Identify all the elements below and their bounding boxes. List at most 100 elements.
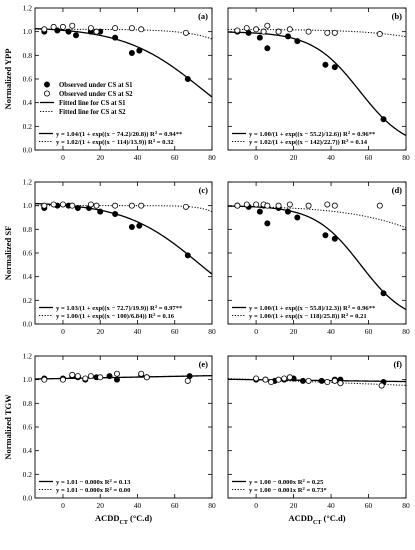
point-s2 — [378, 382, 385, 389]
equation-text: y = 1.02/(1 + exp((x − 114)/13.9)) R2 = … — [56, 138, 174, 147]
point-s2 — [331, 377, 338, 384]
point-s2 — [82, 375, 89, 382]
y-axis-title: Normalized SF — [3, 226, 13, 281]
point-s2 — [69, 371, 76, 378]
point-s2 — [97, 374, 104, 381]
y-tick-label: 0.8 — [23, 51, 33, 60]
point-s1 — [256, 208, 263, 215]
point-s2 — [41, 26, 48, 33]
equation-text: y = 1.00/(1 + exp((x − 55.8)/12.3)) R2 =… — [249, 304, 376, 313]
point-s2 — [93, 202, 100, 209]
point-s1 — [184, 252, 191, 259]
x-axis-title: ACDDCT (°C.d) — [95, 513, 152, 526]
point-s2 — [182, 29, 189, 36]
point-s2 — [337, 380, 344, 387]
x-tick-label: 80 — [402, 501, 410, 510]
point-s1 — [65, 28, 72, 35]
x-tick-label: 0 — [254, 501, 258, 510]
fit-line-s1 — [228, 31, 406, 137]
panel-a: 0.0 0.2 0.4 0.6 0.8 1.0 1.2 0 20 40 60 80 (a) Observe… — [23, 4, 216, 163]
point-s2 — [138, 370, 145, 377]
equation-text: y = 1.03/(1 + exp((x − 72.7)/19.9)) R2 =… — [56, 304, 183, 313]
point-s1 — [184, 76, 191, 83]
point-s2 — [305, 202, 312, 209]
point-s2 — [275, 376, 282, 383]
point-s2 — [260, 28, 267, 35]
equation-text: y = 1.01 − 0.000x R2 = 0.13 — [56, 478, 131, 487]
x-tick-label: 20 — [290, 501, 298, 510]
point-s2 — [281, 375, 288, 382]
point-s2 — [376, 31, 383, 38]
legend-label: Observed under CS at S2 — [59, 91, 133, 98]
x-tick-label: 80 — [208, 153, 216, 162]
point-s2 — [275, 202, 282, 209]
point-s1 — [112, 34, 119, 41]
legend-marker-s1 — [44, 81, 51, 88]
point-s1 — [74, 205, 81, 212]
point-s2 — [305, 28, 312, 35]
point-s1 — [331, 64, 338, 71]
point-s1 — [294, 38, 301, 45]
panel-c: 0.0 0.2 0.4 0.6 0.8 1.0 1.2 0 20 40 60 80 (c) y = 1.0… — [23, 178, 216, 337]
point-s2 — [184, 377, 191, 384]
x-axis-title: ACDDCT (°C.d) — [288, 513, 345, 526]
x-tick-label: 40 — [134, 327, 142, 336]
panel-d: 0 20 40 60 80 (d) y = 1.00/(1 + exp((x − 55.8)… — [227, 181, 410, 336]
point-s2 — [41, 202, 48, 209]
x-tick-label: 0 — [61, 153, 65, 162]
x-tick-label: 0 — [61, 501, 65, 510]
point-s2 — [264, 202, 271, 209]
point-s1 — [136, 47, 143, 54]
y-tick-label: 1.2 — [23, 4, 33, 13]
point-s2 — [69, 22, 76, 29]
point-s1 — [299, 377, 306, 384]
point-s2 — [59, 23, 66, 30]
x-tick-label: 20 — [96, 327, 104, 336]
x-tick-label: 60 — [171, 153, 179, 162]
fit-line-s1 — [228, 205, 406, 311]
point-s2 — [59, 201, 66, 208]
point-s2 — [128, 202, 135, 209]
x-tick-label: 80 — [402, 153, 410, 162]
equation-text: y = 1.02/(1 + exp((x − 142)/22.7)) R2 = … — [249, 138, 368, 147]
y-tick-label: 0.0 — [23, 146, 33, 155]
y-tick-label: 0.4 — [23, 98, 33, 107]
panel-label: (c) — [199, 185, 209, 195]
x-tick-label: 20 — [290, 327, 298, 336]
point-s2 — [50, 201, 57, 208]
point-s1 — [318, 377, 325, 384]
point-s1 — [264, 45, 271, 52]
x-tick-label: 20 — [96, 501, 104, 510]
x-tick-label: 60 — [365, 501, 373, 510]
point-s1 — [72, 32, 79, 39]
fit-line-s1 — [35, 202, 212, 275]
point-s2 — [305, 377, 312, 384]
point-s2 — [262, 376, 269, 383]
equation-text: y = 1.00/(1 + exp((x − 55.2)/12.6)) R2 =… — [249, 130, 376, 139]
point-s2 — [93, 28, 100, 35]
point-s2 — [264, 22, 271, 29]
point-s1 — [106, 373, 113, 380]
point-s2 — [286, 201, 293, 208]
point-s2 — [243, 201, 250, 208]
x-tick-label: 0 — [61, 327, 65, 336]
equation-text: y = 1.00 − 0.001x R2 = 0.73* — [249, 486, 327, 495]
x-tick-label: 0 — [254, 153, 258, 162]
equation-text: y = 1.00/(1 + exp((x − 118)/25.8)) R2 = … — [249, 312, 367, 321]
point-s2 — [138, 202, 145, 209]
legend-label: Fitted line for CS at S1 — [59, 100, 126, 107]
equation-text: y = 1.04/(1 + exp((x − 74.2)/20.8)) R2 =… — [56, 130, 183, 139]
point-s2 — [143, 374, 150, 381]
x-tick-label: 60 — [365, 327, 373, 336]
point-s1 — [256, 34, 263, 41]
point-s1 — [294, 214, 301, 221]
y-tick-label: 0.2 — [23, 122, 33, 131]
point-s1 — [380, 290, 387, 297]
point-s2 — [41, 376, 48, 383]
point-s1 — [284, 208, 291, 215]
y-tick-label: 1.0 — [23, 375, 33, 384]
panel-label: (a) — [198, 11, 208, 21]
point-s2 — [182, 203, 189, 210]
point-s2 — [253, 201, 260, 208]
